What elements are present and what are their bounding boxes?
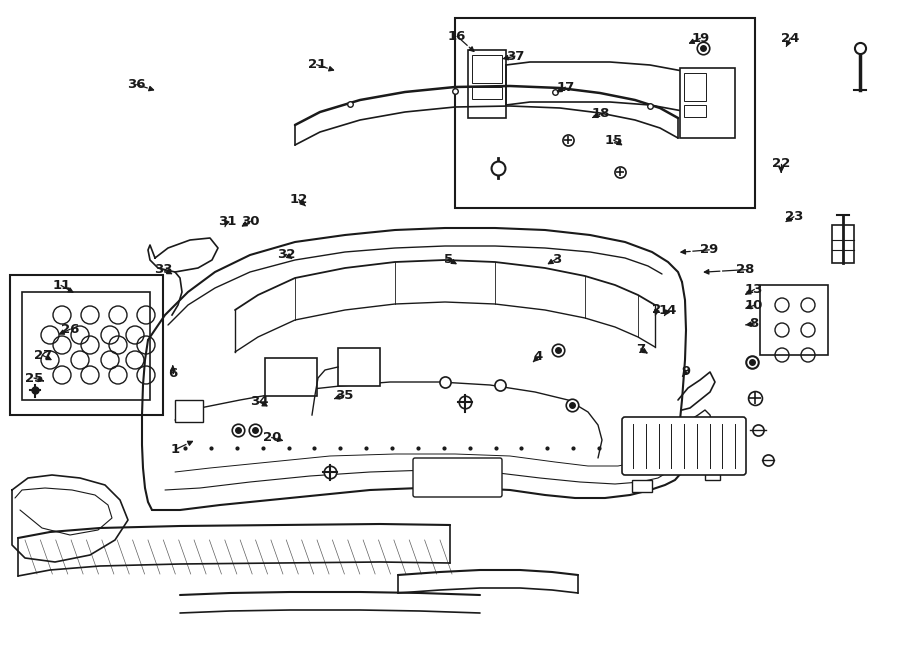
Text: 13: 13 — [745, 283, 763, 296]
Text: 33: 33 — [155, 263, 173, 276]
FancyBboxPatch shape — [413, 458, 502, 497]
Text: 16: 16 — [448, 30, 466, 43]
Text: 31: 31 — [218, 215, 236, 228]
Text: 29: 29 — [700, 243, 718, 256]
Bar — [10, 275, 163, 415]
FancyBboxPatch shape — [622, 417, 746, 475]
Text: 19: 19 — [691, 32, 709, 45]
Text: 12: 12 — [290, 193, 308, 206]
Text: 15: 15 — [605, 134, 623, 147]
Text: 10: 10 — [745, 299, 763, 312]
Text: 5: 5 — [444, 253, 453, 266]
Text: 3: 3 — [552, 253, 561, 266]
Text: 24: 24 — [781, 32, 799, 45]
Bar — [455, 18, 755, 208]
Text: 8: 8 — [750, 317, 759, 330]
Bar — [265, 358, 317, 396]
Text: 32: 32 — [277, 248, 295, 261]
Bar — [684, 73, 706, 101]
Text: 25: 25 — [25, 371, 43, 385]
Bar — [472, 55, 502, 83]
Bar — [468, 50, 506, 118]
Bar — [760, 285, 828, 355]
Text: 18: 18 — [592, 107, 610, 120]
Text: 30: 30 — [241, 215, 259, 228]
Text: 17: 17 — [556, 81, 574, 94]
Bar — [338, 348, 380, 386]
Text: 26: 26 — [61, 323, 79, 336]
Text: 1: 1 — [171, 443, 180, 456]
Bar — [695, 455, 707, 471]
Text: 21: 21 — [308, 58, 326, 71]
Text: 22: 22 — [772, 157, 790, 171]
Text: 28: 28 — [736, 263, 754, 276]
Bar — [680, 68, 735, 138]
Text: 4: 4 — [534, 350, 543, 364]
Text: 11: 11 — [52, 279, 70, 292]
Text: 9: 9 — [681, 365, 690, 378]
Text: 27: 27 — [34, 349, 52, 362]
FancyBboxPatch shape — [832, 225, 854, 263]
Text: 7: 7 — [636, 342, 645, 356]
Text: 2: 2 — [652, 303, 662, 316]
Bar — [684, 105, 706, 117]
Text: 20: 20 — [263, 431, 281, 444]
Text: 35: 35 — [335, 389, 353, 402]
Text: 36: 36 — [128, 78, 146, 91]
Bar — [472, 87, 502, 99]
Bar — [705, 462, 720, 480]
Text: 14: 14 — [659, 304, 677, 317]
FancyBboxPatch shape — [22, 292, 150, 400]
Text: 34: 34 — [250, 395, 268, 408]
Bar — [632, 480, 652, 492]
Text: 37: 37 — [506, 50, 524, 63]
Text: 23: 23 — [785, 210, 803, 223]
Text: 6: 6 — [168, 367, 177, 380]
Bar — [175, 400, 203, 422]
